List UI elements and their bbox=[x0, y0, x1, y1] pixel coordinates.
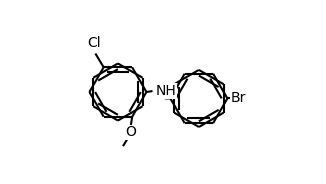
Text: O: O bbox=[125, 125, 136, 139]
Text: Cl: Cl bbox=[88, 36, 101, 50]
Text: Br: Br bbox=[231, 91, 246, 105]
Text: NH: NH bbox=[156, 84, 176, 98]
